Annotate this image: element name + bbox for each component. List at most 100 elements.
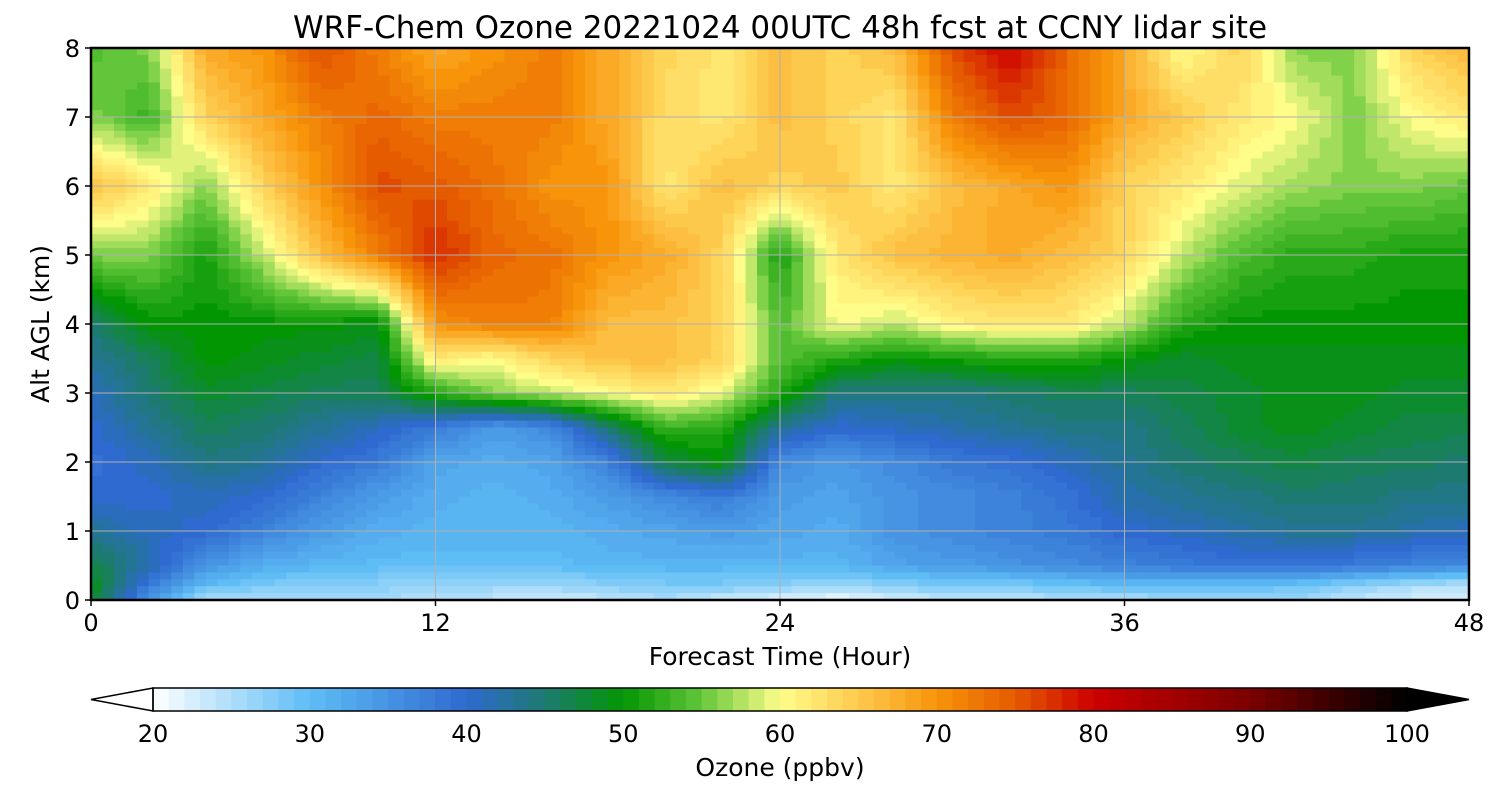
heatmap-cell <box>1101 96 1114 104</box>
heatmap-cell <box>975 317 988 325</box>
heatmap-cell <box>263 165 276 173</box>
heatmap-cell <box>194 68 207 77</box>
heatmap-cell <box>136 289 150 297</box>
heatmap-cell <box>688 165 701 173</box>
heatmap-cell <box>424 234 437 242</box>
heatmap-cell <box>940 110 953 118</box>
heatmap-cell <box>722 213 735 222</box>
heatmap-cell <box>1204 241 1217 249</box>
heatmap-cell <box>1170 123 1183 132</box>
heatmap-cell <box>148 241 161 249</box>
heatmap-cell <box>320 130 333 139</box>
heatmap-cell <box>458 123 471 132</box>
heatmap-cell <box>825 96 839 104</box>
heatmap-cell <box>1055 130 1068 139</box>
heatmap-cell <box>860 289 873 297</box>
heatmap-cell <box>550 241 563 249</box>
heatmap-cell <box>538 103 551 111</box>
heatmap-cell <box>1158 130 1172 139</box>
heatmap-cell <box>1227 172 1240 180</box>
heatmap-cell <box>837 103 850 111</box>
heatmap-cell <box>125 289 138 297</box>
heatmap-cell <box>263 61 276 70</box>
heatmap-cell <box>378 186 391 194</box>
heatmap-cell <box>1216 68 1229 77</box>
heatmap-cell <box>1423 213 1436 222</box>
heatmap-cell <box>1078 199 1091 208</box>
heatmap-cell <box>573 96 586 104</box>
heatmap-cell <box>148 324 161 332</box>
heatmap-cell <box>1067 255 1080 263</box>
heatmap-cell <box>492 234 505 242</box>
heatmap-cell <box>894 296 907 304</box>
heatmap-cell <box>1009 75 1022 84</box>
heatmap-cell <box>274 282 287 291</box>
heatmap-cell <box>1227 179 1240 187</box>
heatmap-cell <box>136 227 150 235</box>
heatmap-cell <box>401 54 414 63</box>
heatmap-cell <box>1009 255 1022 263</box>
heatmap-cell <box>332 248 345 256</box>
heatmap-cell <box>91 61 104 70</box>
heatmap-cell <box>952 199 965 208</box>
heatmap-cell <box>492 151 505 159</box>
heatmap-cell <box>1411 144 1424 153</box>
heatmap-cell <box>825 199 839 208</box>
heatmap-cell <box>481 117 494 125</box>
heatmap-cell <box>412 82 425 90</box>
heatmap-cell <box>561 255 574 263</box>
heatmap-cell <box>768 48 781 56</box>
heatmap-cell <box>458 110 471 118</box>
heatmap-cell <box>986 324 999 332</box>
heatmap-cell <box>940 275 953 284</box>
heatmap-cell <box>1181 289 1194 297</box>
heatmap-cell <box>159 61 172 70</box>
heatmap-cell <box>102 144 115 153</box>
heatmap-cell <box>91 117 104 125</box>
heatmap-cell <box>412 151 425 159</box>
heatmap-cell <box>975 54 988 63</box>
heatmap-cell <box>1354 220 1367 228</box>
heatmap-cell <box>596 117 609 125</box>
heatmap-cell <box>757 89 770 97</box>
heatmap-cell <box>1423 186 1436 194</box>
heatmap-cell <box>205 289 218 297</box>
heatmap-cell <box>228 75 241 84</box>
heatmap-cell <box>630 241 643 249</box>
heatmap-cell <box>1273 165 1286 173</box>
heatmap-cell <box>963 117 976 125</box>
heatmap-cell <box>1067 186 1080 194</box>
heatmap-cell <box>1124 54 1137 63</box>
heatmap-cell <box>1021 110 1034 118</box>
heatmap-cell <box>205 165 218 173</box>
heatmap-cell <box>1078 275 1091 284</box>
heatmap-cell <box>286 310 299 318</box>
heatmap-cell <box>412 61 425 70</box>
heatmap-cell <box>492 289 505 297</box>
heatmap-cell <box>883 172 896 180</box>
heatmap-cell <box>596 310 609 318</box>
heatmap-cell <box>1457 137 1469 146</box>
heatmap-cell <box>343 324 356 332</box>
heatmap-cell <box>228 227 241 235</box>
heatmap-cell <box>1227 192 1240 201</box>
heatmap-cell <box>182 151 195 159</box>
heatmap-cell <box>963 103 976 111</box>
heatmap-cell <box>527 130 540 139</box>
heatmap-cell <box>1319 179 1332 187</box>
heatmap-cell <box>1124 151 1137 159</box>
heatmap-cell <box>1147 289 1160 297</box>
heatmap-cell <box>1388 213 1401 222</box>
heatmap-cell <box>492 68 505 77</box>
heatmap-cell <box>676 68 689 77</box>
heatmap-cell <box>1227 213 1240 222</box>
heatmap-cell <box>940 82 953 90</box>
heatmap-cell <box>665 96 678 104</box>
heatmap-cell <box>469 248 483 256</box>
heatmap-cell <box>894 158 907 166</box>
heatmap-cell <box>240 275 253 284</box>
heatmap-cell <box>1078 282 1091 291</box>
heatmap-cell <box>630 282 643 291</box>
heatmap-cell <box>389 206 402 215</box>
heatmap-cell <box>125 130 138 139</box>
